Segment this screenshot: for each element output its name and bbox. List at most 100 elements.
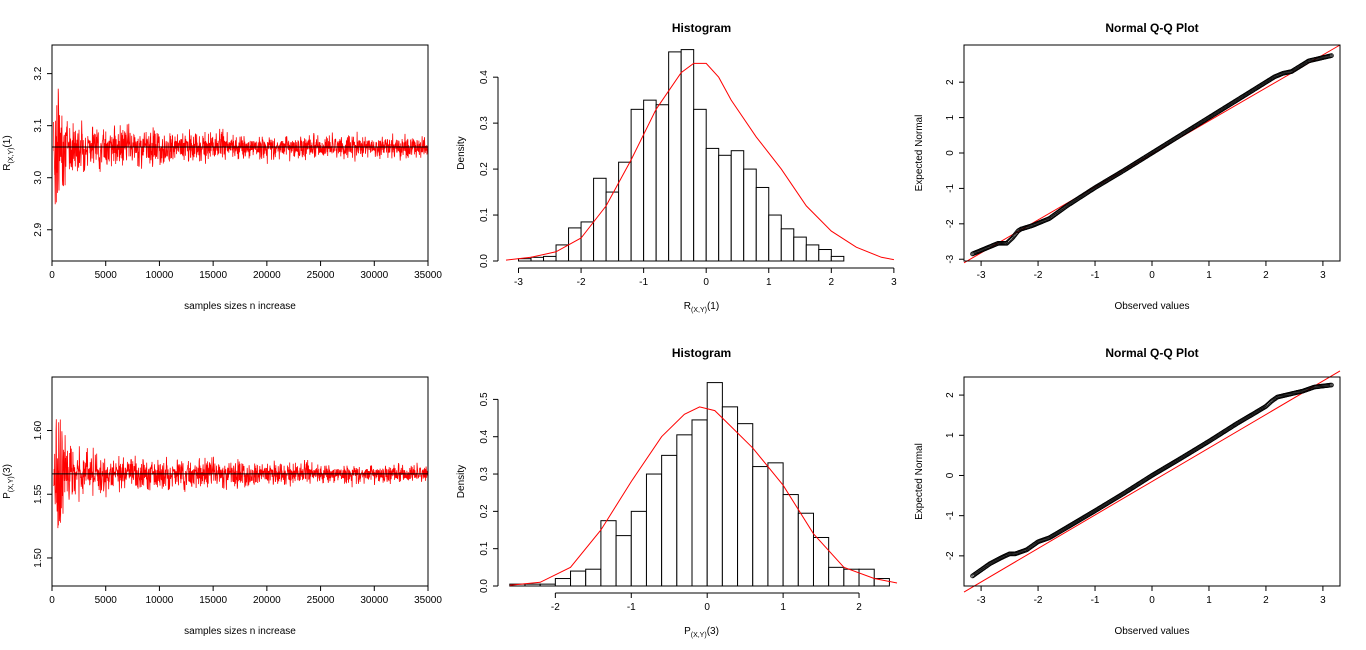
x-tick-label: -2 (1034, 270, 1043, 281)
histogram-bar (782, 494, 799, 587)
chart-panel-2: Histogram -3 -2 -1 0 1 2 3 0.0 0.1 0.2 0.3 0.4 R(X,Y)… (456, 21, 897, 314)
y-tick-label: 0.5 (479, 392, 490, 406)
histogram-bar (752, 466, 769, 587)
y-tick-label: 2 (945, 79, 956, 85)
histogram-bar (655, 104, 670, 262)
x-axis-label-sub: (X,Y) (691, 307, 707, 314)
y-tick-label: 0.1 (479, 541, 490, 555)
histogram-bar (645, 473, 663, 587)
y-tick-label: 1.60 (33, 420, 44, 440)
plot-frame (51, 44, 429, 262)
histogram-bar (600, 520, 617, 587)
histogram-bar (643, 99, 657, 262)
y-tick-label: -2 (945, 551, 956, 560)
series-line (53, 88, 429, 205)
histogram-bar (755, 186, 770, 262)
x-tick-label: 1 (780, 602, 786, 613)
y-axis-label-sub: (X,Y) (8, 148, 15, 164)
histogram-bar (805, 244, 820, 262)
x-axis-label: P(X,Y)(3) (684, 626, 719, 639)
y-axis-label: Expected Normal (914, 115, 925, 192)
x-axis-label: Observed values (1114, 301, 1189, 312)
histogram-bar (780, 228, 795, 262)
y-tick-label: -1 (945, 184, 956, 193)
y-tick-label: 0.0 (479, 579, 490, 593)
histogram-bar (828, 566, 845, 587)
histogram-bar (618, 161, 632, 262)
histogram-bar (793, 236, 807, 262)
x-tick-label: 25000 (307, 595, 335, 606)
histogram-bar (680, 49, 695, 262)
y-axis-label-suffix: (1) (2, 135, 13, 147)
histogram-bar (539, 583, 556, 587)
histogram-bar (737, 423, 754, 587)
x-tick-label: 30000 (360, 595, 388, 606)
y-tick-label: 0.3 (479, 116, 490, 130)
y-tick-label: 2 (945, 392, 956, 398)
histogram-bar (580, 221, 595, 262)
x-tick-label: 2 (1263, 595, 1269, 606)
y-tick-label: 2.9 (33, 222, 44, 236)
histogram-bar (630, 510, 647, 587)
x-axis-label: R(X,Y)(1) (684, 301, 719, 314)
chart-title: Histogram (672, 21, 731, 35)
x-tick-label: -3 (977, 270, 986, 281)
x-axis-label-main: R (684, 301, 691, 312)
x-tick-label: 0 (704, 602, 710, 613)
y-axis-label: Density (456, 465, 467, 498)
histogram-bar (858, 568, 875, 587)
x-tick-label: -2 (1034, 595, 1043, 606)
histogram-bar (730, 150, 745, 262)
histogram-bar (568, 227, 582, 262)
x-tick-label: 20000 (253, 595, 281, 606)
x-tick-label: 0 (1149, 595, 1155, 606)
histogram-bar (818, 249, 832, 262)
histogram-bar (718, 154, 732, 262)
histogram-bar (676, 434, 693, 587)
x-tick-label: 15000 (199, 595, 227, 606)
series-line (53, 419, 429, 529)
y-axis-label: Expected Normal (914, 443, 925, 520)
y-axis-label: R(X,Y)(1) (2, 135, 15, 170)
chart-title: Normal Q-Q Plot (1105, 346, 1198, 360)
y-tick-label: 3.0 (33, 170, 44, 184)
x-tick-label: 0 (1149, 270, 1155, 281)
histogram-bar (812, 536, 830, 587)
y-tick-label: 0.0 (479, 254, 490, 268)
histogram-bar (706, 382, 723, 587)
histogram-bar (691, 419, 708, 587)
x-tick-label: 2 (856, 602, 862, 613)
x-tick-label: -1 (1091, 270, 1100, 281)
x-tick-label: -1 (627, 602, 636, 613)
x-tick-label: 3 (1320, 270, 1326, 281)
qq-point (1329, 382, 1334, 388)
x-tick-label: 2 (829, 277, 835, 288)
x-tick-label: -2 (577, 277, 586, 288)
chart-title: Normal Q-Q Plot (1105, 21, 1198, 35)
y-tick-label: -1 (945, 511, 956, 520)
y-tick-label: 3.2 (33, 66, 44, 80)
qq-reference-line (963, 370, 1341, 593)
y-tick-label: 0.3 (479, 467, 490, 481)
y-tick-label: 1 (945, 114, 956, 120)
histogram-bar (743, 168, 757, 262)
histogram-bar (615, 535, 632, 587)
x-axis-label-suffix: (3) (707, 626, 719, 637)
x-tick-label: -3 (514, 277, 523, 288)
x-tick-label: 0 (49, 270, 55, 281)
histogram-bar (530, 256, 545, 262)
x-axis-label: samples sizes n increase (184, 626, 296, 637)
x-tick-label: 35000 (414, 595, 442, 606)
density-curve (509, 406, 898, 586)
histogram-bar (518, 258, 532, 262)
chart-panel-5: Histogram -2 -1 0 1 2 0.0 0.1 0.2 0.3 0.4 0.5 P(X,Y)… (456, 346, 898, 639)
plot-frame (51, 376, 429, 587)
chart-panel-1: 0 5000 10000 15000 20000 25000 30000 35000 2.9 3.… (2, 44, 442, 312)
chart-title: Histogram (672, 346, 731, 360)
chart-panel-3: Normal Q-Q Plot -3 -2 -1 0 1 2 3 -3 -2 -1 0 1 2 Observ… (914, 21, 1341, 312)
y-tick-label: 0.2 (479, 504, 490, 518)
x-tick-label: 2 (1263, 270, 1269, 281)
x-tick-label: 30000 (360, 270, 388, 281)
histogram-bar (570, 570, 587, 587)
